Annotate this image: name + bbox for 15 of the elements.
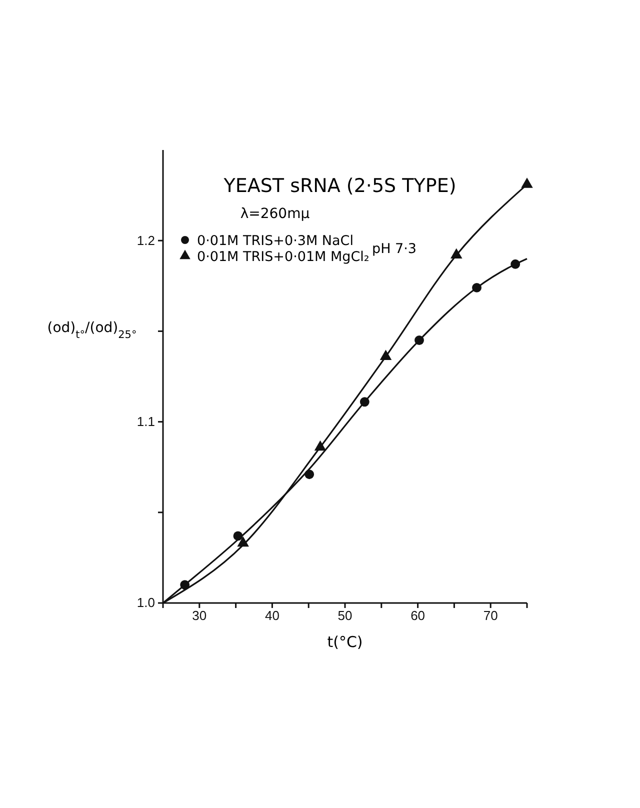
text: YEAST sRNA (2·5S TYPE) xyxy=(222,175,456,197)
x-tick-label: 30 xyxy=(192,608,207,624)
text: λ=260mμ xyxy=(240,206,310,222)
x-tick-label: 50 xyxy=(338,608,352,624)
x-tick-label: 60 xyxy=(410,608,426,624)
legend-label: 0·01M TRIS+0·01M MgCl₂ xyxy=(197,249,370,265)
y-tick-label: 1.1 xyxy=(136,414,155,429)
x-tick-label: 40 xyxy=(264,608,280,624)
x-axis-title: t(°C) xyxy=(327,633,363,651)
x-tick-label: 70 xyxy=(483,608,498,624)
y-tick-label: 1.0 xyxy=(136,595,155,610)
y-tick-label: 1.2 xyxy=(136,232,155,248)
annotation: pH 7·3 xyxy=(372,241,416,257)
y-axis-title: (od)$_{t°}$/(od)$_{25°}$ xyxy=(47,320,137,341)
legend-label: 0·01M TRIS+0·3M NaCl xyxy=(197,233,354,249)
